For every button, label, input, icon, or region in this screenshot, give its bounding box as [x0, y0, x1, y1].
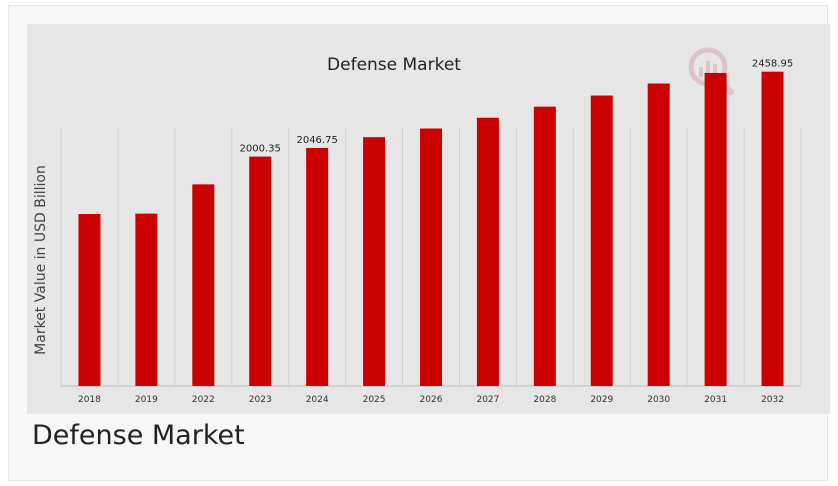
chart-panel: Defense Market Market Value in USD Billi… — [27, 24, 830, 414]
x-tick-label: 2028 — [533, 395, 556, 405]
x-tick-label: 2024 — [306, 395, 329, 405]
x-tick-label: 2027 — [476, 395, 499, 405]
x-tick-label: 2029 — [590, 395, 613, 405]
bar-2029 — [590, 95, 613, 386]
bar-2023 — [249, 156, 272, 386]
grid-lines — [60, 128, 802, 386]
x-tick-labels-group: 2018 2019 2022 2023 2024 2025 2026 2027 2028 2029… — [78, 395, 784, 405]
data-label: 2000.35 — [240, 144, 281, 155]
bar-2018 — [78, 214, 101, 386]
x-tick-label: 2031 — [704, 395, 727, 405]
x-tick-label: 2025 — [363, 395, 386, 405]
bars-group — [78, 71, 784, 387]
caption-title: Defense Market — [32, 420, 245, 451]
bar-2026 — [420, 128, 442, 386]
bar-2031 — [704, 72, 727, 386]
data-labels-group: 2000.35 2046.75 2458.95 — [240, 59, 794, 155]
chart-title: Defense Market — [327, 55, 461, 75]
x-tick-label: 2023 — [249, 395, 272, 405]
bar-2024 — [306, 147, 329, 386]
y-axis-label: Market Value in USD Billion — [33, 165, 49, 355]
data-label: 2046.75 — [296, 135, 337, 146]
x-tick-label: 2030 — [647, 395, 670, 405]
bar-2022 — [192, 184, 215, 386]
x-tick-label: 2026 — [420, 395, 443, 405]
data-label: 2458.95 — [752, 59, 793, 70]
x-tick-label: 2022 — [192, 395, 215, 405]
bar-2032 — [761, 71, 784, 387]
x-tick-label: 2032 — [761, 395, 784, 405]
bar-2019 — [135, 213, 158, 386]
chart-card: Defense Market Market Value in USD Billi… — [8, 5, 830, 481]
x-tick-label: 2019 — [135, 395, 158, 405]
bar-2025 — [363, 137, 386, 386]
bar-2028 — [533, 106, 556, 386]
x-tick-label: 2018 — [78, 395, 101, 405]
bar-2027 — [476, 117, 499, 386]
bar-2030 — [647, 83, 670, 386]
bar-chart: Defense Market Market Value in USD Billi… — [33, 47, 802, 405]
